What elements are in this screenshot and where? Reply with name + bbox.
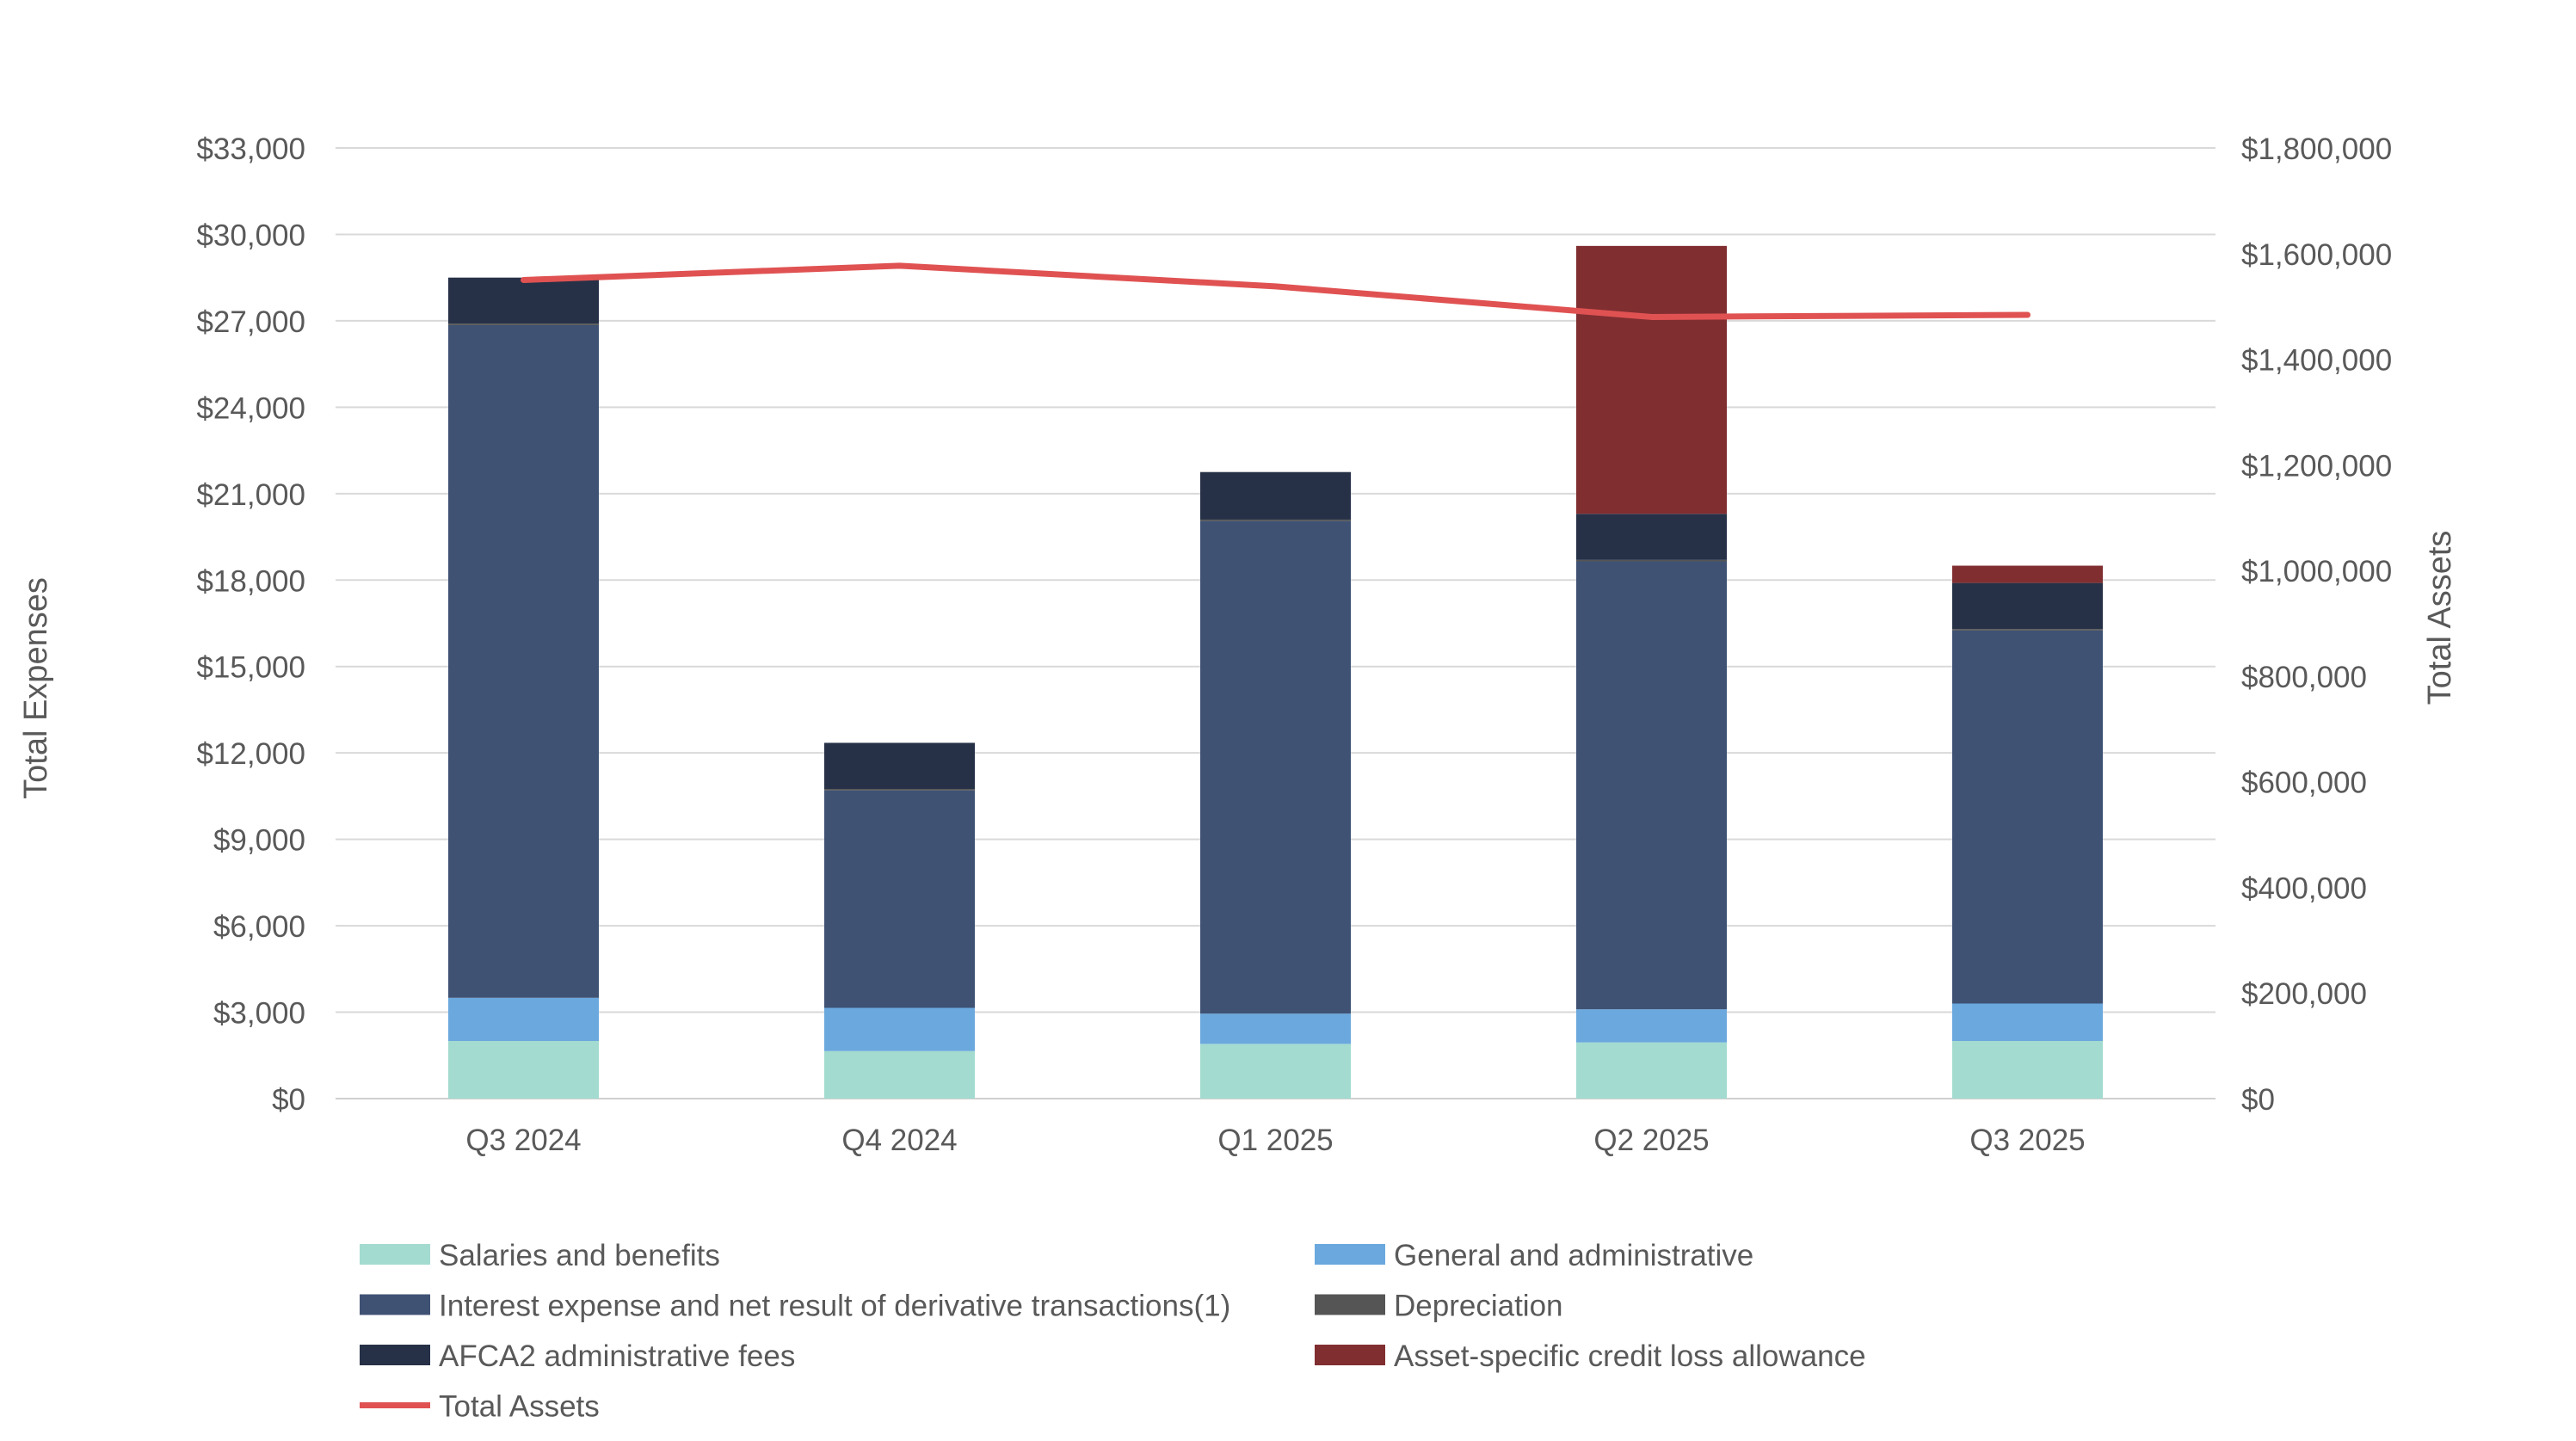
right-axis-ticks: $0 $200,000 $400,000 $600,000 $800,000 $1,000… bbox=[2241, 132, 2392, 1117]
total-assets-line bbox=[521, 262, 2031, 320]
y2-tick-label: $1,200,000 bbox=[2241, 449, 2392, 483]
bar-segment bbox=[1200, 1013, 1351, 1044]
legend-label: Salaries and benefits bbox=[439, 1239, 720, 1272]
bar-segment bbox=[1200, 520, 1351, 1014]
bar-segment bbox=[1576, 514, 1727, 560]
y-tick-label: $30,000 bbox=[196, 219, 305, 252]
y-tick-label: $27,000 bbox=[196, 305, 305, 339]
legend-label: General and administrative bbox=[1394, 1239, 1753, 1272]
y-tick-label: $12,000 bbox=[196, 737, 305, 771]
y-tick-label: $24,000 bbox=[196, 391, 305, 425]
bar-segment bbox=[1952, 629, 2103, 631]
x-tick-label: Q1 2025 bbox=[1217, 1124, 1333, 1157]
legend-label: Asset-specific credit loss allowance bbox=[1394, 1339, 1866, 1373]
y2-tick-label: $400,000 bbox=[2241, 871, 2367, 905]
legend: Salaries and benefits General and adminis… bbox=[360, 1239, 1866, 1424]
y-tick-label: $6,000 bbox=[213, 910, 305, 944]
y2-tick-label: $800,000 bbox=[2241, 661, 2367, 694]
y2-tick-label: $1,800,000 bbox=[2241, 132, 2392, 166]
y2-tick-label: $1,600,000 bbox=[2241, 238, 2392, 272]
bar-segment bbox=[448, 277, 599, 324]
y-tick-label: $0 bbox=[272, 1083, 305, 1117]
x-tick-label: Q2 2025 bbox=[1593, 1124, 1709, 1157]
x-tick-label: Q3 2024 bbox=[465, 1124, 581, 1157]
y-tick-label: $9,000 bbox=[213, 824, 305, 858]
y2-tick-label: $600,000 bbox=[2241, 767, 2367, 800]
y-axis-title: Total Expenses bbox=[18, 577, 54, 799]
total-assets-series-line bbox=[521, 262, 2031, 320]
y2-tick-label: $1,000,000 bbox=[2241, 555, 2392, 588]
bar-segment bbox=[824, 742, 975, 790]
bar-segment bbox=[1952, 1041, 2103, 1099]
legend-swatch bbox=[1315, 1294, 1385, 1315]
y-tick-label: $15,000 bbox=[196, 651, 305, 685]
y-tick-label: $33,000 bbox=[196, 132, 305, 166]
bar-segment bbox=[1200, 471, 1351, 520]
y2-tick-label: $1,400,000 bbox=[2241, 344, 2392, 378]
y-tick-label: $18,000 bbox=[196, 564, 305, 598]
bar-segment bbox=[1576, 245, 1727, 514]
y-tick-label: $21,000 bbox=[196, 478, 305, 512]
legend-label: AFCA2 administrative fees bbox=[439, 1339, 795, 1373]
legend-label: Interest expense and net result of deriv… bbox=[439, 1290, 1230, 1323]
bar-segment bbox=[1576, 1009, 1727, 1043]
x-axis-ticks: Q3 2024 Q4 2024 Q1 2025 Q2 2025 Q3 2025 bbox=[465, 1124, 2085, 1157]
bar-segment bbox=[824, 1050, 975, 1099]
bar-segment bbox=[1952, 582, 2103, 630]
legend-swatch bbox=[360, 1345, 430, 1365]
bar-segment bbox=[1952, 630, 2103, 1004]
y2-tick-label: $0 bbox=[2241, 1083, 2275, 1117]
y-tick-label: $3,000 bbox=[213, 997, 305, 1031]
bar-segment bbox=[448, 323, 599, 325]
legend-label: Depreciation bbox=[1394, 1290, 1563, 1323]
bar-segment bbox=[448, 324, 599, 998]
bar-segment bbox=[1576, 559, 1727, 562]
bar-series bbox=[448, 245, 2103, 1099]
y2-tick-label: $200,000 bbox=[2241, 977, 2367, 1011]
left-axis-ticks: $0 $3,000 $6,000 $9,000 $12,000 $15,000 $18,00… bbox=[196, 132, 305, 1117]
x-tick-label: Q3 2025 bbox=[1969, 1124, 2085, 1157]
bar-segment bbox=[824, 790, 975, 1008]
bar-segment bbox=[448, 1041, 599, 1099]
legend-swatch bbox=[1315, 1244, 1385, 1265]
bar-segment bbox=[1200, 1044, 1351, 1099]
bar-segment bbox=[1952, 1003, 2103, 1042]
x-tick-label: Q4 2024 bbox=[841, 1124, 957, 1157]
bar-segment bbox=[1952, 565, 2103, 583]
legend-swatch bbox=[360, 1294, 430, 1315]
legend-label: Total Assets bbox=[439, 1390, 600, 1424]
legend-swatch bbox=[360, 1244, 430, 1265]
y2-axis-title: Total Assets bbox=[2422, 531, 2458, 705]
bar-segment bbox=[824, 1007, 975, 1051]
bar-segment bbox=[824, 789, 975, 791]
bar-segment bbox=[1576, 561, 1727, 1010]
bar-segment bbox=[1200, 519, 1351, 521]
legend-swatch bbox=[1315, 1345, 1385, 1365]
bar-segment bbox=[448, 997, 599, 1042]
bar-segment bbox=[1576, 1042, 1727, 1099]
